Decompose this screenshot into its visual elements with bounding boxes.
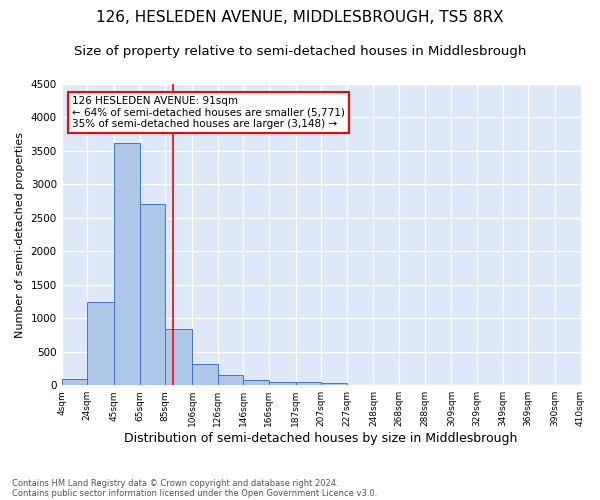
X-axis label: Distribution of semi-detached houses by size in Middlesbrough: Distribution of semi-detached houses by … (124, 432, 518, 445)
Bar (269, 382, 296, 385)
Bar (114, 143, 140, 385)
Bar (218, 375, 243, 385)
Y-axis label: Number of semi-detached properties: Number of semi-detached properties (15, 132, 25, 338)
Bar (87, 302, 114, 385)
Bar (243, 380, 269, 385)
Text: Contains HM Land Registry data © Crown copyright and database right 2024.: Contains HM Land Registry data © Crown c… (12, 478, 338, 488)
Bar (165, 329, 192, 385)
Bar (321, 383, 347, 385)
Text: 126 HESLEDEN AVENUE: 91sqm
← 64% of semi-detached houses are smaller (5,771)
35%: 126 HESLEDEN AVENUE: 91sqm ← 64% of semi… (72, 96, 345, 129)
Bar (140, 204, 165, 385)
Text: Size of property relative to semi-detached houses in Middlesbrough: Size of property relative to semi-detach… (74, 45, 526, 58)
Text: 126, HESLEDEN AVENUE, MIDDLESBROUGH, TS5 8RX: 126, HESLEDEN AVENUE, MIDDLESBROUGH, TS5… (96, 10, 504, 25)
Bar (62, 379, 87, 385)
Text: Contains public sector information licensed under the Open Government Licence v3: Contains public sector information licen… (12, 488, 377, 498)
Bar (296, 382, 321, 385)
Bar (192, 364, 218, 385)
